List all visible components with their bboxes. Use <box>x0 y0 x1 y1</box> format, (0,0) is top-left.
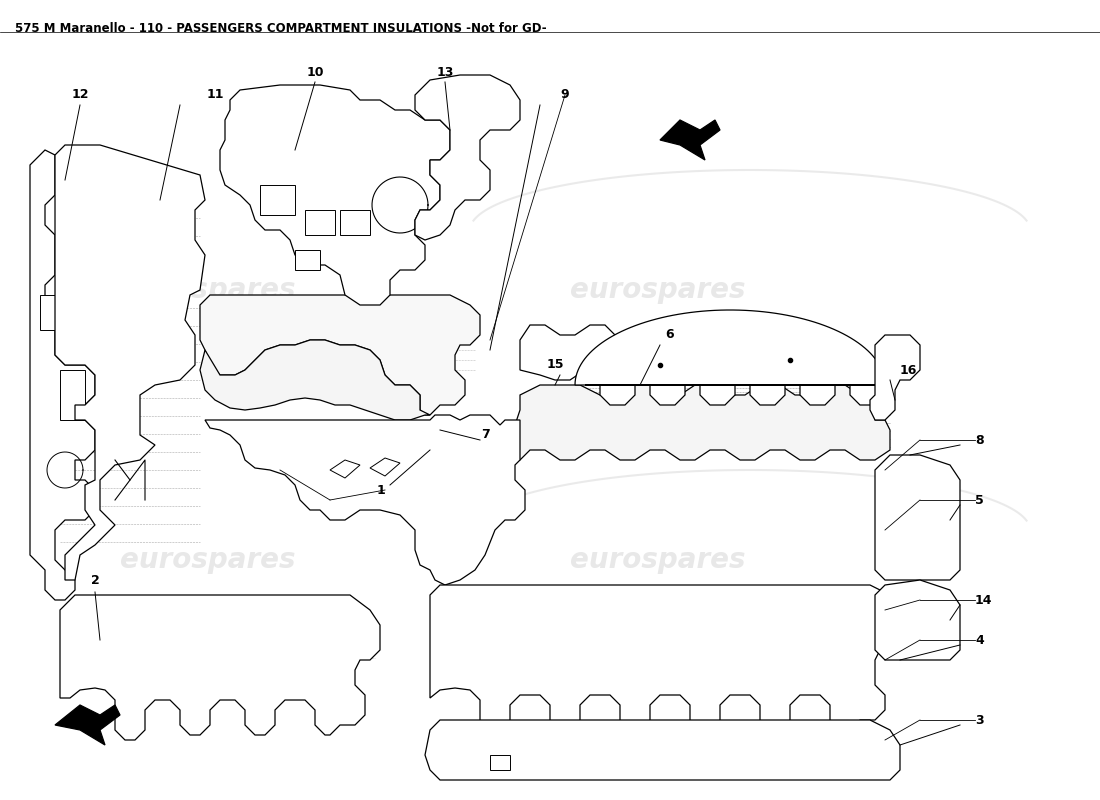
Polygon shape <box>874 455 960 580</box>
Polygon shape <box>60 595 380 740</box>
Text: eurospares: eurospares <box>120 276 296 304</box>
Text: 1: 1 <box>376 483 385 497</box>
Polygon shape <box>515 385 890 460</box>
Polygon shape <box>55 705 120 745</box>
Text: eurospares: eurospares <box>570 276 746 304</box>
Polygon shape <box>295 250 320 270</box>
Polygon shape <box>870 335 920 420</box>
Polygon shape <box>330 460 360 478</box>
Polygon shape <box>30 150 95 600</box>
Polygon shape <box>430 585 900 730</box>
Polygon shape <box>370 458 400 476</box>
Polygon shape <box>520 325 615 380</box>
Polygon shape <box>60 370 85 420</box>
Text: 8: 8 <box>975 434 983 446</box>
Polygon shape <box>205 415 525 585</box>
Text: 11: 11 <box>207 89 223 102</box>
Polygon shape <box>415 75 520 240</box>
Text: 575 M Maranello - 110 - PASSENGERS COMPARTMENT INSULATIONS -Not for GD-: 575 M Maranello - 110 - PASSENGERS COMPA… <box>15 22 547 35</box>
Text: 14: 14 <box>975 594 992 606</box>
Text: 3: 3 <box>975 714 983 726</box>
Polygon shape <box>425 720 900 780</box>
Polygon shape <box>874 580 960 660</box>
Polygon shape <box>200 340 430 420</box>
Polygon shape <box>55 145 205 580</box>
Text: 15: 15 <box>547 358 563 371</box>
Polygon shape <box>260 185 295 215</box>
Polygon shape <box>575 310 886 405</box>
Text: 12: 12 <box>72 89 89 102</box>
Polygon shape <box>340 210 370 235</box>
Text: 2: 2 <box>90 574 99 586</box>
Polygon shape <box>200 295 480 415</box>
Text: 16: 16 <box>900 363 917 377</box>
Polygon shape <box>220 85 450 305</box>
Text: 6: 6 <box>666 329 674 342</box>
Text: eurospares: eurospares <box>120 546 296 574</box>
Text: eurospares: eurospares <box>570 546 746 574</box>
Text: 13: 13 <box>437 66 453 78</box>
Text: 9: 9 <box>561 89 570 102</box>
Text: 10: 10 <box>306 66 323 78</box>
Text: 7: 7 <box>482 429 490 442</box>
Polygon shape <box>40 295 55 330</box>
Text: 4: 4 <box>975 634 983 646</box>
Polygon shape <box>305 210 336 235</box>
Text: 5: 5 <box>975 494 983 506</box>
Polygon shape <box>490 755 510 770</box>
Polygon shape <box>660 120 720 160</box>
